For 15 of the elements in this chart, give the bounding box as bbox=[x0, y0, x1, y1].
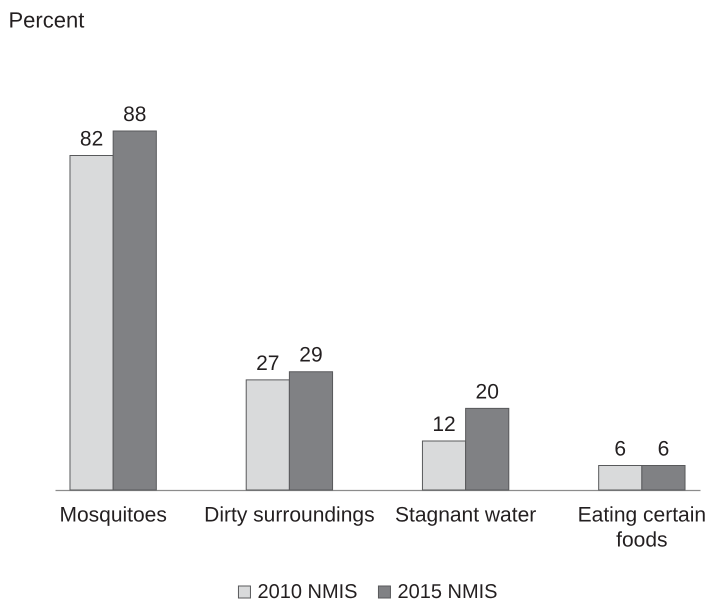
legend-label: 2015 NMIS bbox=[397, 581, 498, 603]
legend-label: 2010 NMIS bbox=[257, 581, 358, 603]
x-tick-label: Stagnant water bbox=[394, 504, 536, 526]
data-label: 82 bbox=[80, 127, 104, 150]
x-tick-label: Eating certain foods bbox=[578, 504, 706, 552]
data-label: 6 bbox=[614, 438, 626, 461]
data-label: 88 bbox=[123, 103, 146, 126]
data-label: 12 bbox=[432, 413, 456, 436]
data-label: 20 bbox=[476, 380, 499, 404]
data-label: 27 bbox=[256, 352, 280, 375]
y-axis-title: Percent bbox=[8, 8, 84, 32]
x-tick-label: Mosquitoes bbox=[59, 504, 167, 526]
data-label: 6 bbox=[658, 438, 670, 461]
x-tick-label: Dirty surroundings bbox=[204, 504, 375, 526]
data-label: 29 bbox=[299, 344, 323, 367]
